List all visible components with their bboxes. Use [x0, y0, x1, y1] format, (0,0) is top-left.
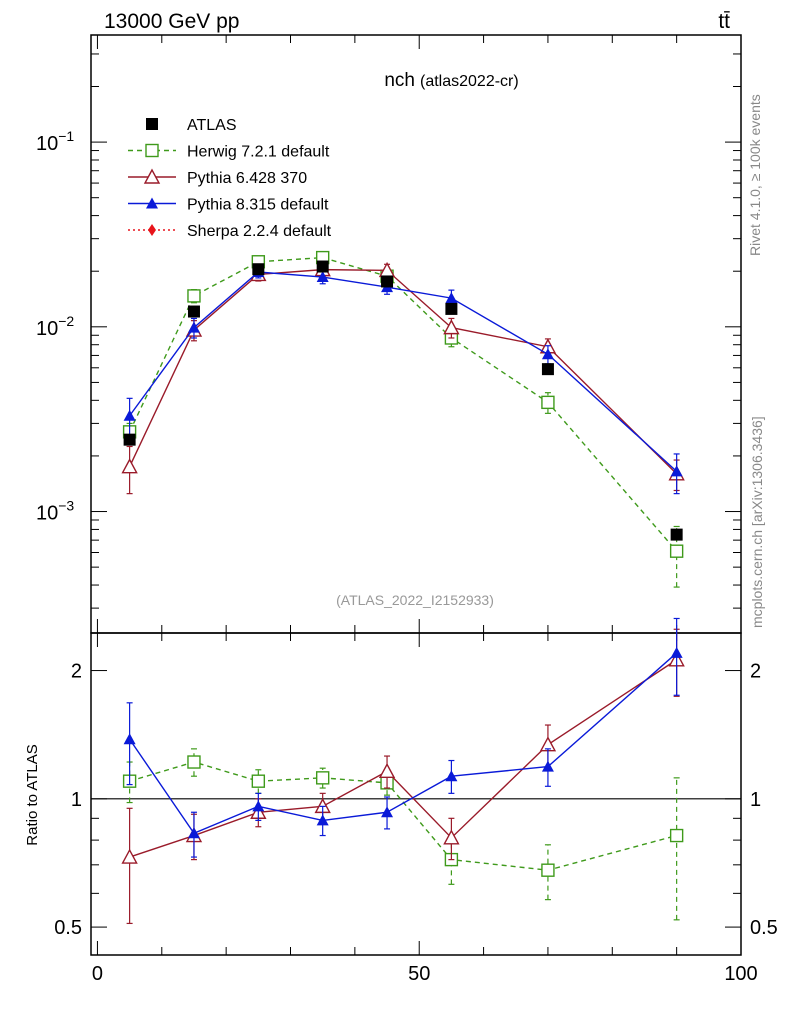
ratio-point-pythia-8-315-default	[445, 770, 458, 782]
ratio-line-herwig-7-2-1-default	[129, 761, 677, 871]
legend: ATLAS Herwig 7.2.1 default Pythia 6.428 37…	[128, 117, 332, 240]
x-tick-label: 0	[92, 963, 103, 985]
main-point-herwig-7-2-1-default	[541, 395, 555, 410]
x-tick-labels: 0 50 100	[92, 963, 758, 985]
ratio-panel: 2 2 1 1 0.5 0.5 Ratio to ATLAS	[24, 617, 778, 956]
ratio-y-tick-label: 2	[71, 661, 82, 683]
plot-title: nch	[384, 70, 415, 91]
ratio-y-tick-label: 1	[750, 789, 761, 811]
main-point-pythia-6-428-370	[443, 319, 460, 335]
main-panel: 10−1 10−2 10−3 nch (atlas2022-cr) (ATLAS_2…	[36, 34, 742, 634]
ratio-point-pythia-8-315-default	[316, 814, 329, 826]
main-line-herwig-7-2-1-default	[128, 256, 678, 552]
main-point-pythia-8-315-default	[445, 292, 458, 304]
legend-marker	[146, 197, 158, 209]
main-point-pythia-8-315-default	[541, 348, 554, 360]
legend-marker	[148, 224, 156, 236]
legend-marker	[145, 143, 159, 158]
legend-marker	[143, 168, 161, 184]
main-point-pythia-6-428-370	[121, 458, 138, 474]
y-tick-label: 10−2	[36, 313, 74, 340]
ratio-point-herwig-7-2-1-default	[187, 755, 201, 769]
ratio-point-herwig-7-2-1-default	[315, 771, 330, 785]
y-tick-label: 10−1	[36, 128, 74, 155]
plot-subtitle: (atlas2022-cr)	[420, 73, 519, 90]
mcplots-label: mcplots.cern.ch [arXiv:1306.3436]	[749, 416, 765, 628]
ratio-point-herwig-7-2-1-default	[541, 863, 555, 877]
ratio-point-pythia-6-428-370	[443, 829, 460, 845]
main-point-pythia-8-315-default	[316, 271, 329, 283]
process-label: tt̄	[718, 10, 730, 33]
main-point-atlas	[381, 275, 394, 288]
energy-label: 13000 GeV pp	[104, 10, 239, 33]
analysis-label: (ATLAS_2022_I2152933)	[336, 592, 494, 608]
ratio-data	[121, 617, 685, 925]
main-point-pythia-8-315-default	[187, 321, 200, 333]
legend-label: Sherpa 2.2.4 default	[187, 223, 332, 240]
main-point-atlas	[187, 305, 200, 318]
main-point-atlas	[541, 363, 554, 376]
ratio-point-pythia-8-315-default	[123, 733, 136, 745]
legend-label: Herwig 7.2.1 default	[187, 144, 330, 161]
ratio-y-tick-label: 2	[750, 661, 761, 683]
main-data	[121, 250, 685, 588]
ratio-point-pythia-6-428-370	[121, 848, 138, 864]
ratio-line-pythia-6-428-370	[129, 659, 678, 858]
ratio-point-pythia-8-315-default	[670, 646, 683, 658]
main-point-atlas	[316, 260, 329, 273]
main-point-atlas	[670, 528, 683, 541]
ratio-y-tick-label: 0.5	[750, 917, 778, 939]
ratio-point-pythia-8-315-default	[381, 806, 394, 818]
main-point-atlas	[445, 302, 458, 315]
legend-marker	[146, 118, 158, 130]
main-point-pythia-8-315-default	[123, 409, 136, 421]
ratio-frame	[90, 632, 742, 956]
rivet-label: Rivet 4.1.0, ≥ 100k events	[747, 94, 763, 256]
legend-label: ATLAS	[187, 117, 237, 134]
ratio-ylabel: Ratio to ATLAS	[24, 744, 41, 845]
y-tick-label: 10−3	[36, 498, 74, 525]
main-point-herwig-7-2-1-default	[669, 544, 684, 558]
ratio-point-herwig-7-2-1-default	[669, 828, 684, 843]
main-point-herwig-7-2-1-default	[187, 289, 201, 303]
ratio-point-pythia-8-315-default	[541, 760, 554, 772]
ratio-point-pythia-8-315-default	[252, 800, 265, 812]
main-axes: 10−1 10−2 10−3	[36, 35, 742, 633]
main-point-atlas	[252, 263, 265, 276]
ratio-line-pythia-8-315-default	[129, 652, 678, 835]
main-point-pythia-8-315-default	[670, 465, 683, 477]
ratio-point-herwig-7-2-1-default	[251, 774, 266, 788]
main-point-atlas	[123, 433, 136, 446]
legend-label: Pythia 6.428 370	[187, 170, 307, 187]
ratio-y-tick-label: 1	[71, 789, 82, 811]
ratio-point-pythia-8-315-default	[187, 827, 200, 839]
x-tick-label: 100	[724, 963, 757, 985]
main-line-pythia-8-315-default	[129, 271, 678, 472]
x-tick-label: 50	[408, 963, 430, 985]
ratio-y-tick-label: 0.5	[54, 917, 82, 939]
ratio-point-pythia-6-428-370	[378, 762, 396, 779]
ratio-axes: 2 2 1 1 0.5 0.5	[54, 633, 778, 955]
legend-label: Pythia 8.315 default	[187, 197, 329, 214]
main-line-pythia-6-428-370	[128, 268, 678, 475]
